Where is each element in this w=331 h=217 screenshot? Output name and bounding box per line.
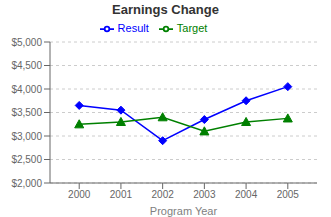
svg-text:2003: 2003 (193, 189, 216, 200)
html-text:Result: Result (117, 22, 149, 34)
svg-text:2004: 2004 (235, 189, 258, 200)
svg-text:2000: 2000 (68, 189, 91, 200)
svg-text:Program Year: Program Year (150, 205, 218, 217)
svg-text:2005: 2005 (277, 189, 300, 200)
html-text:Earnings Change: Earnings Change (112, 2, 219, 17)
svg-text:$2,500: $2,500 (11, 154, 42, 165)
svg-text:2001: 2001 (110, 189, 133, 200)
svg-text:$2,000: $2,000 (11, 178, 42, 189)
svg-text:$4,000: $4,000 (11, 84, 42, 95)
svg-text:$5,000: $5,000 (11, 37, 42, 48)
svg-text:$4,500: $4,500 (11, 60, 42, 71)
svg-text:2002: 2002 (152, 189, 175, 200)
html-text:Target: Target (176, 22, 208, 34)
svg-text:$3,500: $3,500 (11, 107, 42, 118)
svg-text:$3,000: $3,000 (11, 131, 42, 142)
